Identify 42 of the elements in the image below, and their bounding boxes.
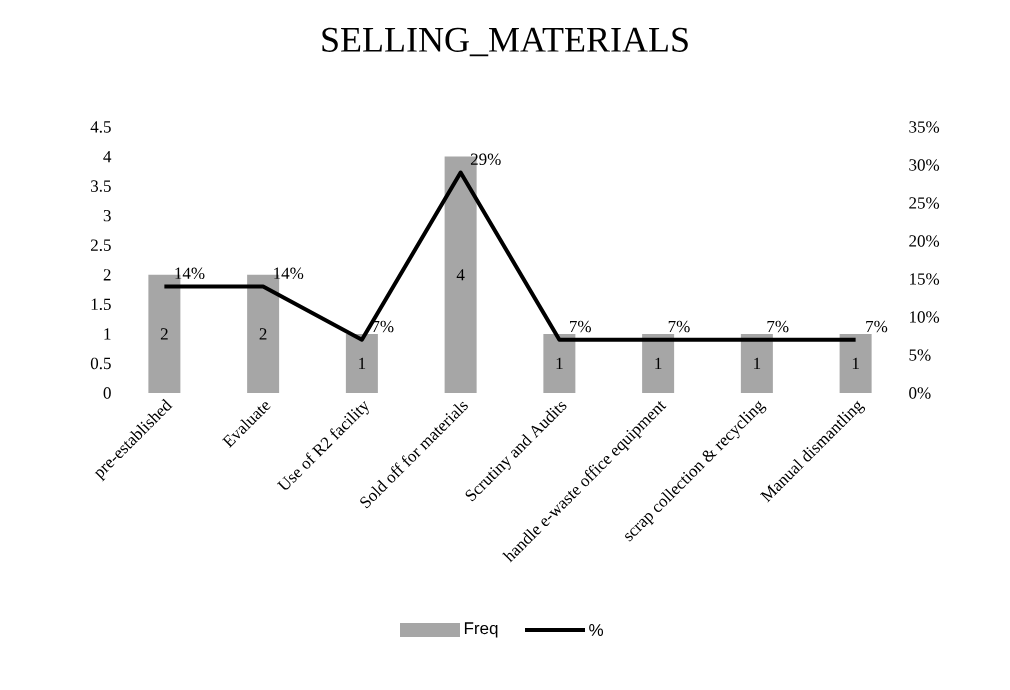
data-label: 1 xyxy=(655,357,662,370)
bar xyxy=(543,333,576,393)
data-label: 2 xyxy=(160,328,168,340)
y2-tick-label: 20% xyxy=(909,235,940,247)
y2-tick-label: 35% xyxy=(909,121,940,133)
y2-tick-label: 25% xyxy=(909,197,940,209)
y-tick-label: 1 xyxy=(104,328,111,340)
legend-label: % xyxy=(589,624,604,636)
bar xyxy=(740,333,773,393)
data-label: 7% xyxy=(570,320,591,333)
data-label: 4 xyxy=(456,269,465,281)
data-label: 14% xyxy=(175,267,205,280)
data-label: 7% xyxy=(866,320,888,333)
data-label: 29% xyxy=(470,153,501,166)
y2-tick-label: 10% xyxy=(910,311,940,323)
data-label: 7% xyxy=(668,320,690,333)
data-label: 1 xyxy=(556,357,563,370)
legend-label: Freq xyxy=(464,622,498,638)
chart-title: SELLING_MATERIALS xyxy=(322,27,688,57)
y-tick-label: 4.5 xyxy=(90,121,111,133)
data-label: 7% xyxy=(767,320,789,333)
data-label: 1 xyxy=(359,357,366,370)
y-tick-label: 4 xyxy=(103,150,112,163)
y2-tick-label: 0% xyxy=(909,387,931,399)
bar xyxy=(642,333,675,393)
bar xyxy=(345,333,378,393)
y-tick-label: 0 xyxy=(103,387,111,399)
y2-tick-label: 30% xyxy=(909,159,940,171)
bar xyxy=(839,333,872,393)
data-label: 1 xyxy=(754,357,761,370)
y2-tick-label: 15% xyxy=(910,273,940,285)
y-tick-label: 3.5 xyxy=(91,180,111,192)
y-tick-label: 0.5 xyxy=(90,357,111,370)
data-label: 1 xyxy=(852,357,859,370)
y-tick-label: 1.5 xyxy=(91,298,111,311)
data-label: 14% xyxy=(274,267,304,280)
y-tick-label: 2 xyxy=(103,269,111,281)
y2-tick-label: 5% xyxy=(909,349,931,361)
data-label: 7% xyxy=(372,320,394,333)
y-tick-label: 3 xyxy=(103,209,111,222)
y-tick-label: 2.5 xyxy=(90,239,111,251)
data-label: 2 xyxy=(259,328,267,340)
